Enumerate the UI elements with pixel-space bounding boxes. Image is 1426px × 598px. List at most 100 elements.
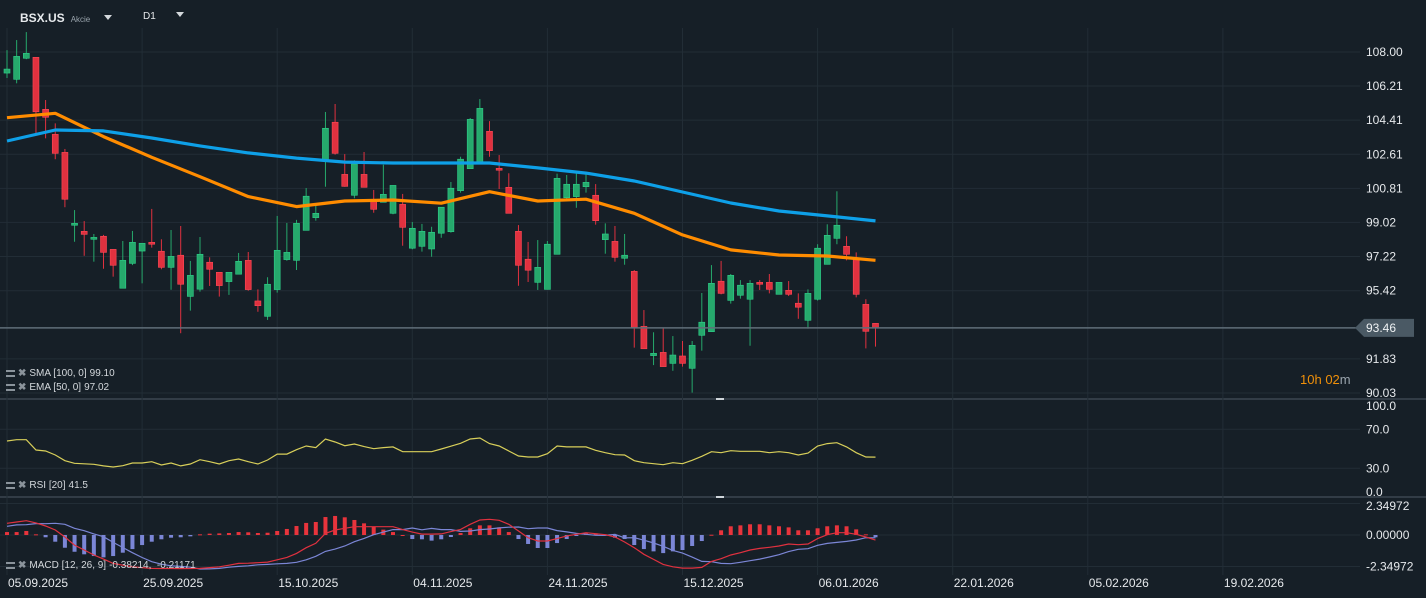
legend-ema: ✖ EMA [50, 0] 97.02: [6, 382, 109, 393]
x-tick-label: 24.11.2025: [548, 576, 607, 590]
candle-body: [698, 321, 706, 336]
macd-histogram-bar: [748, 524, 753, 535]
candle-body: [196, 253, 204, 290]
candle-down: [717, 260, 725, 295]
x-tick-label: 04.11.2025: [413, 576, 472, 590]
panel-resize-handle[interactable]: [716, 398, 724, 400]
candle-body: [495, 168, 503, 171]
candle-body: [3, 68, 11, 74]
candle-up: [428, 226, 435, 257]
macd-tick-label: 2.34972: [1366, 499, 1410, 513]
macd-histogram-bar: [622, 535, 627, 540]
candle-body: [601, 233, 609, 240]
candle-up: [408, 222, 416, 250]
candle-up: [650, 332, 657, 366]
candle-up: [351, 160, 358, 199]
macd-histogram-bar: [178, 535, 183, 538]
macd-histogram-bar: [169, 535, 174, 538]
macd-histogram-bar: [786, 527, 791, 535]
macd-histogram-bar: [284, 528, 289, 535]
macd-histogram-bar: [497, 527, 502, 535]
candle-body: [235, 260, 242, 275]
candle-down: [399, 193, 406, 246]
candle-body: [158, 250, 165, 268]
legend-macd-value: -0.38214, -0.21171: [109, 560, 196, 571]
candle-body: [408, 227, 416, 249]
candle-up: [727, 274, 735, 304]
moving-averages: [6, 111, 876, 262]
macd-histogram-bar: [767, 525, 772, 535]
macd-histogram-bar: [439, 535, 444, 540]
candle-body: [177, 254, 184, 285]
macd-histogram-bar: [91, 535, 96, 557]
candle-up: [119, 240, 127, 289]
candle-down: [495, 155, 503, 190]
macd-histogram-bar: [101, 535, 106, 558]
close-icon[interactable]: ✖: [18, 382, 27, 393]
macd-histogram-bar: [82, 535, 87, 555]
x-tick-label: 05.09.2025: [8, 576, 68, 590]
macd-histogram-bar: [294, 526, 299, 535]
symbol-selector[interactable]: BSX.US Akcie: [20, 11, 113, 25]
price-tick-label: 97.22: [1366, 250, 1396, 264]
candle-body: [216, 272, 223, 286]
macd-histogram-bar: [149, 535, 154, 542]
settings-list-icon[interactable]: [6, 370, 15, 377]
close-icon[interactable]: ✖: [18, 560, 27, 571]
candle-body: [312, 212, 320, 218]
settings-list-icon[interactable]: [6, 562, 15, 569]
macd-histogram-bar: [410, 535, 415, 540]
macd-histogram-bar: [738, 525, 743, 535]
candle-body: [437, 206, 445, 234]
candle-up: [553, 173, 561, 255]
candle-body: [32, 57, 40, 113]
candle-up: [737, 280, 744, 299]
settings-list-icon[interactable]: [6, 482, 15, 489]
candle-body: [756, 282, 764, 285]
close-icon[interactable]: ✖: [18, 480, 27, 491]
grid: [0, 28, 1426, 575]
candle-body: [399, 204, 406, 228]
macd-histogram-bar: [226, 532, 231, 535]
asset-type: Akcie: [70, 15, 91, 24]
last-price-label: 93.46: [1366, 321, 1396, 335]
candle-body: [737, 284, 744, 296]
candle-up: [22, 32, 30, 60]
macd-histogram-bar: [198, 534, 202, 536]
panel-resize-handle[interactable]: [716, 496, 724, 498]
close-icon[interactable]: ✖: [18, 368, 27, 379]
candle-up: [380, 164, 387, 203]
x-tick-label: 25.09.2025: [143, 576, 203, 590]
candle-up: [688, 340, 696, 393]
candle-countdown: 10h 02m: [1300, 372, 1351, 387]
candle-up: [312, 203, 320, 221]
candle-down: [32, 57, 40, 134]
legend-sma: ✖ SMA [100, 0] 99.10: [6, 368, 115, 379]
candle-body: [293, 223, 300, 261]
legend-macd-label: MACD [12, 26, 9]: [29, 560, 107, 571]
timeframe-selector[interactable]: D1: [143, 11, 184, 22]
candle-up: [708, 265, 715, 332]
macd-signal-line: [6, 522, 876, 570]
candle-up: [437, 206, 445, 238]
candle-up: [447, 181, 455, 233]
candle-down: [785, 281, 792, 297]
candle-body: [679, 355, 686, 364]
macd-histogram-bar: [43, 535, 48, 538]
macd-histogram-bar: [429, 535, 434, 541]
candle-down: [794, 293, 802, 319]
macd-tick-label: -2.34972: [1366, 559, 1414, 573]
candle-up: [129, 230, 136, 266]
candle-down: [515, 225, 522, 286]
settings-list-icon[interactable]: [6, 384, 15, 391]
candle-body: [746, 283, 754, 300]
candle-down: [254, 289, 262, 312]
macd-histogram-bar: [632, 535, 637, 546]
candle-body: [225, 272, 233, 282]
ema-line: [6, 111, 876, 262]
countdown-hours: 10h: [1300, 372, 1322, 387]
rsi-line: [6, 437, 876, 468]
candle-down: [360, 152, 368, 188]
candle-up: [71, 210, 78, 242]
